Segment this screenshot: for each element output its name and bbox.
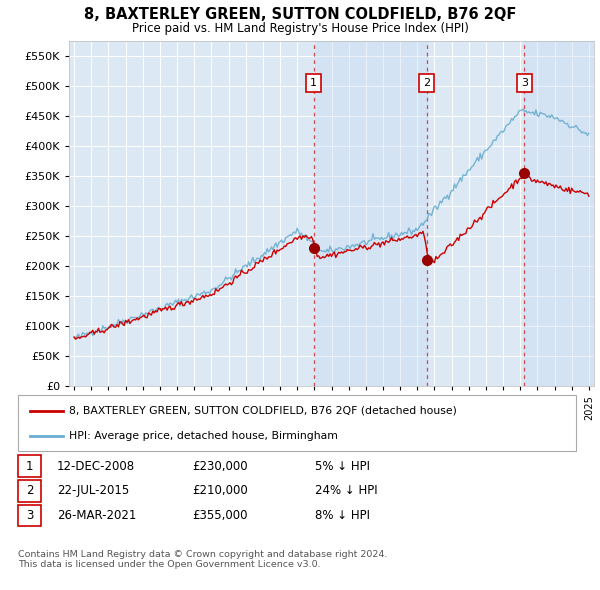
Text: 3: 3 <box>26 509 33 522</box>
Text: £230,000: £230,000 <box>192 460 248 473</box>
Text: 8, BAXTERLEY GREEN, SUTTON COLDFIELD, B76 2QF (detached house): 8, BAXTERLEY GREEN, SUTTON COLDFIELD, B7… <box>69 406 457 416</box>
Text: 5% ↓ HPI: 5% ↓ HPI <box>315 460 370 473</box>
Text: 8% ↓ HPI: 8% ↓ HPI <box>315 509 370 522</box>
Text: 1: 1 <box>26 460 33 473</box>
Bar <box>314 41 427 386</box>
Text: 3: 3 <box>521 78 527 88</box>
Text: 26-MAR-2021: 26-MAR-2021 <box>57 509 136 522</box>
Text: £210,000: £210,000 <box>192 484 248 497</box>
Text: 24% ↓ HPI: 24% ↓ HPI <box>315 484 377 497</box>
Text: 1: 1 <box>310 78 317 88</box>
Text: 8, BAXTERLEY GREEN, SUTTON COLDFIELD, B76 2QF: 8, BAXTERLEY GREEN, SUTTON COLDFIELD, B7… <box>84 7 516 22</box>
Text: 12-DEC-2008: 12-DEC-2008 <box>57 460 135 473</box>
Text: Price paid vs. HM Land Registry's House Price Index (HPI): Price paid vs. HM Land Registry's House … <box>131 22 469 35</box>
Text: Contains HM Land Registry data © Crown copyright and database right 2024.
This d: Contains HM Land Registry data © Crown c… <box>18 550 388 569</box>
Text: £355,000: £355,000 <box>192 509 248 522</box>
Text: HPI: Average price, detached house, Birmingham: HPI: Average price, detached house, Birm… <box>69 431 338 441</box>
Text: 2: 2 <box>26 484 33 497</box>
Text: 2: 2 <box>423 78 430 88</box>
Bar <box>524 41 594 386</box>
Text: 22-JUL-2015: 22-JUL-2015 <box>57 484 129 497</box>
